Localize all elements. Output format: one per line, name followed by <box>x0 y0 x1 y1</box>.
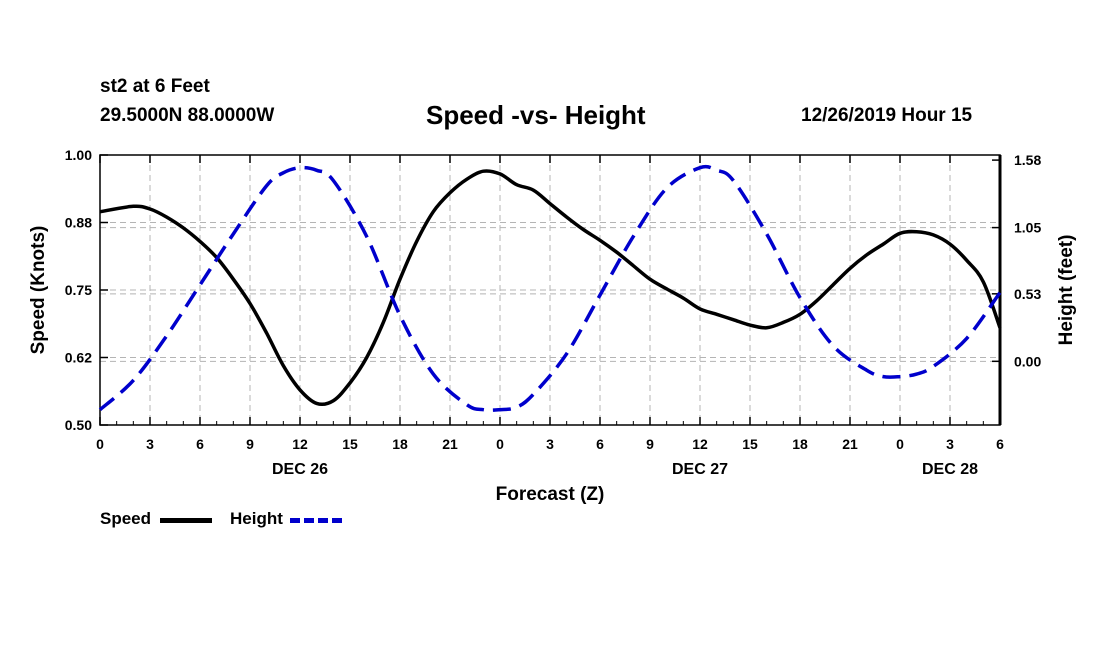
x-tick-label: 21 <box>842 436 858 452</box>
x-tick-label: 0 <box>96 436 104 452</box>
x-tick-label: 9 <box>646 436 654 452</box>
y-left-tick-label: 0.88 <box>65 215 92 231</box>
y-axis-title-left: Speed (Knots) <box>28 226 49 355</box>
y-right-tick-label: 1.58 <box>1014 152 1041 168</box>
legend-speed-label: Speed <box>100 509 152 528</box>
y-right-tick-label: 0.53 <box>1014 286 1041 302</box>
x-tick-label: 15 <box>342 436 358 452</box>
x-tick-label: 3 <box>146 436 154 452</box>
chart-title: Speed -vs- Height <box>426 100 646 130</box>
x-tick-label: 3 <box>546 436 554 452</box>
legend-height-label: Height <box>230 509 283 528</box>
issued-time-label: 12/26/2019 Hour 15 <box>801 105 973 126</box>
date-label: DEC 26 <box>272 461 328 478</box>
x-tick-label: 18 <box>392 436 408 452</box>
legend-height-line <box>290 518 342 523</box>
y-right-tick-label: 0.00 <box>1014 353 1041 369</box>
y-right-tick-label: 1.05 <box>1014 220 1041 236</box>
x-tick-label: 18 <box>792 436 808 452</box>
x-tick-label: 6 <box>196 436 204 452</box>
x-tick-label: 0 <box>496 436 504 452</box>
x-tick-label: 0 <box>896 436 904 452</box>
x-tick-label: 6 <box>996 436 1004 452</box>
series-speed-line <box>99 169 1002 406</box>
date-label: DEC 27 <box>672 461 728 478</box>
x-tick-label: 12 <box>692 436 708 452</box>
x-tick-label: 21 <box>442 436 458 452</box>
y-left-tick-label: 1.00 <box>65 147 92 163</box>
x-tick-label: 15 <box>742 436 758 452</box>
coordinates-label: 29.5000N 88.0000W <box>100 105 275 126</box>
y-axis-title-right: Height (feet) <box>1056 235 1077 346</box>
y-left-tick-label: 0.75 <box>65 282 92 298</box>
x-tick-label: 6 <box>596 436 604 452</box>
legend-speed-line <box>160 518 212 523</box>
y-left-tick-label: 0.62 <box>65 350 92 366</box>
x-tick-label: 9 <box>246 436 254 452</box>
x-tick-label: 12 <box>292 436 308 452</box>
series-height-line <box>98 164 1002 412</box>
y-left-tick-label: 0.50 <box>65 417 92 433</box>
station-label: st2 at 6 Feet <box>100 76 210 97</box>
x-tick-label: 3 <box>946 436 954 452</box>
x-axis-title: Forecast (Z) <box>496 484 605 505</box>
date-label: DEC 28 <box>922 461 978 478</box>
